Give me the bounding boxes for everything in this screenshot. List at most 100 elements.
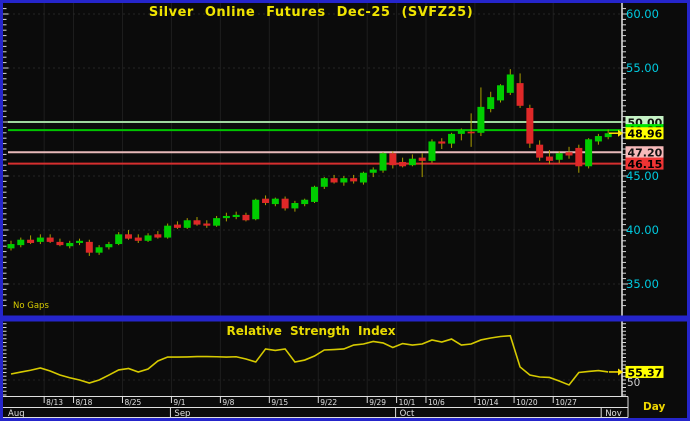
candle-body [213,218,221,226]
candle-body [320,178,328,187]
date-tick-label: 9/15 [271,398,288,407]
candle-body [359,172,367,183]
date-tick-label: 9/1 [173,398,185,407]
date-tick-label: 10/6 [428,398,445,407]
rsi-midline-label: 50 [627,377,640,389]
candle-body [252,199,260,220]
candle-body [56,241,64,246]
date-tick-label: 9/8 [222,398,234,407]
price-axis-label: 55.00 [626,61,659,75]
candle-body [555,153,563,160]
candle-body [585,139,593,167]
current-price-badge: 48.96 [628,128,663,141]
candle-body [526,107,534,144]
candle-body [506,74,514,93]
candle-body [516,83,524,106]
month-label: Aug [8,409,25,419]
candle-body [222,215,230,219]
candle-body [604,133,612,138]
month-label: Sep [174,409,190,419]
candle-body [193,220,201,225]
date-tick-label: 8/13 [46,398,63,407]
date-tick-label: 9/29 [369,398,386,407]
candle-body [536,144,544,158]
date-tick-label: 9/22 [320,398,337,407]
candle-body [66,242,74,247]
price-level-badge: 47.20 [628,147,663,160]
candle-body [242,214,250,221]
candle-body [262,198,270,203]
candle-body [448,133,456,144]
candle-body [17,239,25,246]
candle-body [7,244,15,249]
current-price-badge-bg [625,127,664,140]
candle-body [457,129,465,134]
candle-body [399,161,407,167]
panel-divider [0,315,690,322]
candle-body [418,157,426,161]
candle-body [428,141,436,161]
candle-body [76,240,84,243]
candle-body [301,199,309,205]
date-tick-label: 10/14 [477,398,499,407]
candle-body [85,241,93,253]
candle-body [36,237,44,242]
current-price-arrow-head [618,129,623,137]
candle-body [340,178,348,183]
candle-body [27,239,35,243]
date-tick-label: 8/18 [76,398,93,407]
candle-body [281,198,289,209]
date-tick-label: 10/1 [399,398,416,407]
candle-body [467,131,475,134]
candle-body [487,97,495,110]
date-tick-label: 10/20 [516,398,538,407]
candle-body [46,237,54,242]
candle-body [545,156,553,161]
candle-body [389,153,397,166]
candle-body [154,234,162,238]
candle-body [95,247,103,253]
rsi-line [10,334,609,386]
candle-body [310,186,318,202]
rsi-value-badge: 55.37 [628,366,663,379]
candle-body [271,198,279,205]
candle-body [477,106,485,133]
date-tick-label: 10/27 [555,398,577,407]
candle-body [144,235,152,241]
candle-body [379,153,387,171]
rsi-value-badge-bg [625,365,664,378]
candlestick-series [7,69,612,256]
candle-body [497,85,504,101]
candle-body [594,136,602,142]
price-level-badge: 46.15 [628,158,663,171]
month-label: Oct [400,409,415,419]
price-axis-label: 35.00 [626,277,659,291]
candle-body [408,158,416,166]
candle-body [183,220,191,228]
date-tick-label: 8/25 [124,398,141,407]
price-level-badge-bg [625,146,664,159]
price-axis-label: 40.00 [626,223,659,237]
month-label: Nov [605,409,622,419]
price-axis-label: 45.00 [626,169,659,183]
rsi-value-arrow-head [618,368,623,376]
candle-body [203,223,211,226]
price-level-badge-bg [625,157,664,170]
candle-body [330,178,338,183]
candle-body [115,234,123,245]
price-axis-label: 60.00 [626,7,659,21]
candle-body [565,152,573,156]
candle-body [164,225,172,238]
candle-body [134,237,142,241]
candle-body [105,244,113,248]
candle-body [350,178,358,182]
candle-body [291,203,299,209]
candle-body [438,141,446,144]
candle-body [173,224,181,228]
candle-body [575,147,583,167]
candle-body [369,169,377,173]
